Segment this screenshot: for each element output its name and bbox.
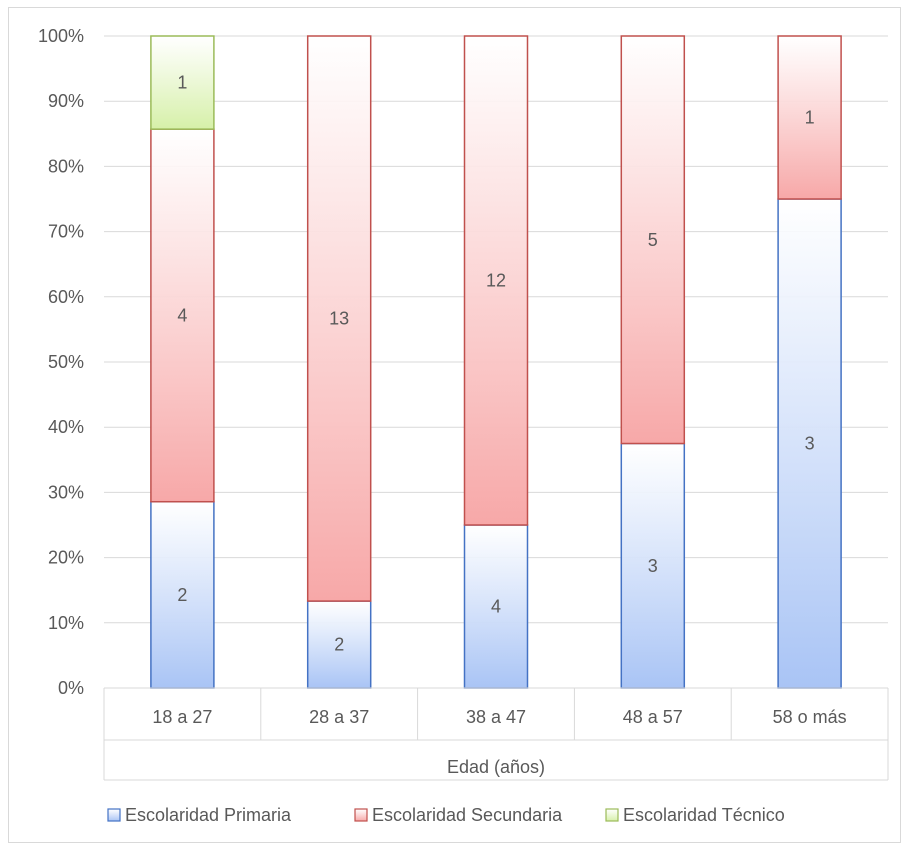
x-tick-label: 18 a 27 bbox=[152, 707, 212, 727]
bar-segment bbox=[463, 35, 529, 526]
data-label: 2 bbox=[177, 585, 187, 605]
bar-segment bbox=[463, 524, 529, 689]
x-tick-label: 28 a 37 bbox=[309, 707, 369, 727]
y-tick-label: 20% bbox=[48, 548, 84, 568]
y-axis-ticks: 0% 10% 20% 30% 40% 50% 60% 70% 80% 90% 100% bbox=[38, 26, 84, 698]
bar-segment bbox=[620, 442, 686, 689]
y-tick-label: 90% bbox=[48, 91, 84, 111]
legend-swatch bbox=[107, 808, 121, 822]
bar-segment bbox=[620, 35, 686, 445]
bar-segment bbox=[306, 35, 372, 602]
x-tick-label: 38 a 47 bbox=[466, 707, 526, 727]
data-label: 5 bbox=[648, 230, 658, 250]
y-tick-label: 0% bbox=[58, 678, 84, 698]
data-label: 1 bbox=[177, 73, 187, 93]
data-label: 12 bbox=[486, 271, 506, 291]
x-axis-title: Edad (años) bbox=[447, 757, 545, 777]
y-tick-label: 70% bbox=[48, 222, 84, 242]
y-tick-label: 100% bbox=[38, 26, 84, 46]
legend-label: Escolaridad Primaria bbox=[125, 805, 292, 825]
legend: Escolaridad Primaria Escolaridad Secundar… bbox=[107, 805, 785, 825]
data-label: 3 bbox=[805, 434, 815, 454]
legend-label: Escolaridad Secundaria bbox=[372, 805, 563, 825]
legend-swatch bbox=[605, 808, 619, 822]
x-tick-label: 48 a 57 bbox=[623, 707, 683, 727]
y-tick-label: 60% bbox=[48, 287, 84, 307]
data-label: 3 bbox=[648, 556, 658, 576]
bar-segment bbox=[150, 128, 215, 503]
bar-segment bbox=[150, 35, 215, 130]
y-tick-label: 40% bbox=[48, 417, 84, 437]
y-tick-label: 10% bbox=[48, 613, 84, 633]
x-axis: 18 a 27 28 a 37 38 a 47 48 a 57 58 o más bbox=[103, 687, 889, 781]
y-tick-label: 80% bbox=[48, 156, 84, 176]
y-tick-label: 30% bbox=[48, 482, 84, 502]
data-label: 4 bbox=[177, 305, 187, 325]
x-tick-label: 58 o más bbox=[773, 707, 847, 727]
data-label: 2 bbox=[334, 635, 344, 655]
legend-label: Escolaridad Técnico bbox=[623, 805, 785, 825]
bar-segment bbox=[777, 35, 842, 200]
data-label: 13 bbox=[329, 309, 349, 329]
legend-swatch bbox=[354, 808, 368, 822]
data-label: 4 bbox=[491, 597, 501, 617]
y-tick-label: 50% bbox=[48, 352, 84, 372]
data-label: 1 bbox=[805, 108, 815, 128]
bar-segment bbox=[150, 500, 215, 689]
